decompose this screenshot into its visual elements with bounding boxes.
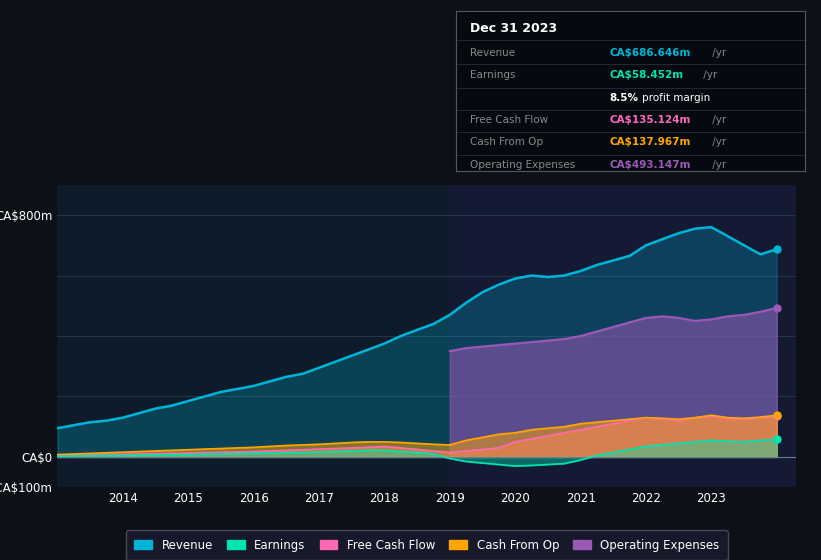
Text: Revenue: Revenue xyxy=(470,48,515,58)
Text: Cash From Op: Cash From Op xyxy=(470,137,543,147)
Legend: Revenue, Earnings, Free Cash Flow, Cash From Op, Operating Expenses: Revenue, Earnings, Free Cash Flow, Cash … xyxy=(126,530,728,560)
Text: CA$58.452m: CA$58.452m xyxy=(609,70,683,80)
Text: Earnings: Earnings xyxy=(470,70,515,80)
Text: CA$493.147m: CA$493.147m xyxy=(609,160,690,170)
Text: /yr: /yr xyxy=(699,70,718,80)
Text: /yr: /yr xyxy=(709,115,727,125)
Text: /yr: /yr xyxy=(709,48,727,58)
Text: CA$135.124m: CA$135.124m xyxy=(609,115,690,125)
Text: CA$686.646m: CA$686.646m xyxy=(609,48,690,58)
Text: Free Cash Flow: Free Cash Flow xyxy=(470,115,548,125)
Text: /yr: /yr xyxy=(709,160,727,170)
Text: 8.5%: 8.5% xyxy=(609,92,638,102)
Text: Dec 31 2023: Dec 31 2023 xyxy=(470,22,557,35)
Text: CA$137.967m: CA$137.967m xyxy=(609,137,690,147)
Text: profit margin: profit margin xyxy=(642,92,711,102)
Text: /yr: /yr xyxy=(709,137,727,147)
Text: Operating Expenses: Operating Expenses xyxy=(470,160,575,170)
Bar xyxy=(450,185,796,487)
